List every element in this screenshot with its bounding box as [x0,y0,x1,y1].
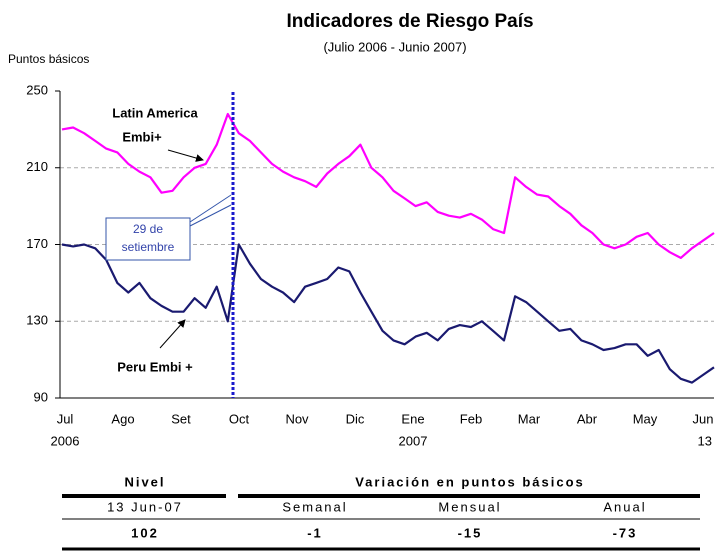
y-tick-label: 90 [34,389,48,404]
y-tick-label: 210 [26,159,48,174]
x-tick-label: Set [171,411,191,426]
x-tick-label: Jul [57,411,74,426]
annotation: setiembre [122,240,175,254]
x-tick-label: Abr [577,411,598,426]
annotation: 29 de [133,222,163,236]
table-cell: Semanal [282,499,347,514]
annotation: Latin America [112,105,198,120]
series-line [61,112,715,259]
x-tick-label: Ago [111,411,134,426]
x-tick-label: Feb [460,411,482,426]
x-tick-label: Mar [518,411,541,426]
table-cell: 13 Jun-07 [107,499,183,514]
x-tick-label: May [633,411,658,426]
annotation: Peru Embi + [117,359,193,374]
series-line [61,243,715,384]
arrow [167,149,204,162]
y-tick-label: 250 [26,82,48,97]
table-header: Nivel [124,474,165,489]
x-year-label: 2006 [51,433,80,448]
x-tick-label: Dic [346,411,365,426]
table-cell: -1 [307,525,323,540]
callout-pointer [189,194,232,223]
y-tick-label: 170 [26,236,48,251]
table-cell: -73 [613,525,638,540]
arrow [159,319,186,349]
x-tick-label: Nov [285,411,309,426]
callout-pointer [189,204,232,227]
x-tick-label: Ene [401,411,424,426]
x-tick-label: Oct [229,411,250,426]
table-cell: Mensual [438,499,501,514]
chart-subtitle: (Julio 2006 - Junio 2007) [323,39,466,54]
annotation: Embi+ [122,129,162,144]
table-cell: 102 [131,525,159,540]
y-tick-label: 130 [26,313,48,328]
table-cell: Anual [603,499,646,514]
x-tick-label: Jun [693,411,714,426]
table-cell: -15 [458,525,483,540]
x-year-label: 2007 [399,433,428,448]
chart-title: Indicadores de Riesgo País [286,11,533,32]
callout-box [105,217,191,261]
table-header: Variación en puntos básicos [355,474,585,489]
x-year-label: 13 [698,433,712,448]
y-axis-label: Puntos básicos [8,52,89,66]
